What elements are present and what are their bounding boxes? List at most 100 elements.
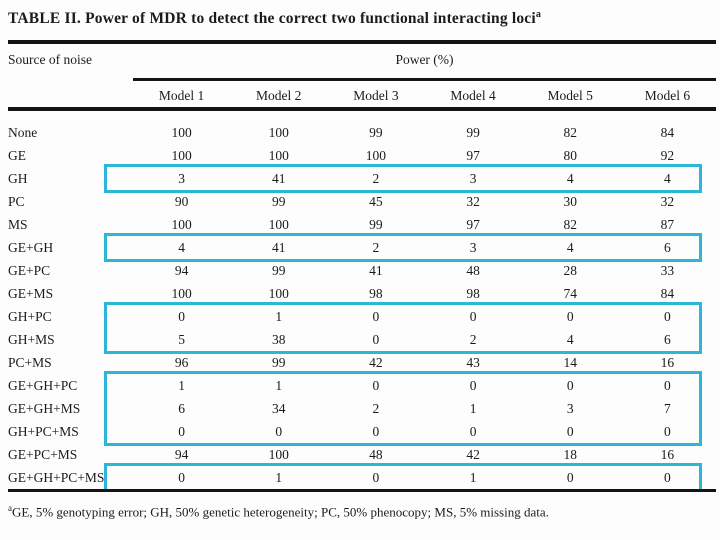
table-row-gh-pc: GH+PC 0 1 0 0 0 0 (8, 305, 716, 328)
cell-value: 0 (178, 424, 185, 439)
cell-value: 97 (466, 148, 480, 163)
cell-value: 82 (563, 217, 577, 232)
cell-value: 99 (369, 125, 383, 140)
cell-value: 0 (566, 424, 574, 439)
cell-value: 84 (660, 125, 675, 140)
table-row-ge-pc-ms: GE+PC+MS 94 100 48 42 18 16 (8, 443, 716, 466)
header-body-rule (8, 107, 716, 111)
cell-value: 42 (369, 355, 383, 370)
cell-value: 100 (268, 148, 289, 163)
cell-value: 100 (365, 148, 387, 163)
cell-value: 2 (372, 240, 380, 255)
cell-value: 16 (660, 447, 675, 462)
row-label: GH (8, 171, 28, 186)
row-label: MS (8, 217, 28, 232)
cell-value: 42 (466, 447, 480, 462)
table-row-pc-ms: PC+MS 96 99 42 43 14 16 (8, 351, 716, 374)
cell-value: 28 (563, 263, 577, 278)
cell-value: 100 (171, 148, 192, 163)
cell-value: 0 (372, 332, 380, 347)
cell-value: 0 (372, 424, 380, 439)
cell-value: 92 (660, 148, 675, 163)
table-title-text: TABLE II. Power of MDR to detect the cor… (8, 10, 536, 28)
table-row-ge-gh: GE+GH 4 41 2 3 4 6 (8, 236, 716, 259)
cell-value: 38 (271, 332, 286, 347)
bottom-rule (8, 489, 716, 492)
table-row-ge-gh-ms: GE+GH+MS 6 34 2 1 3 7 (8, 397, 716, 420)
table-body: None 100 100 99 99 82 84 GE 100 100 100 … (8, 121, 716, 489)
cell-value: 74 (563, 286, 577, 301)
cell-value: 98 (466, 286, 480, 301)
cell-value: 32 (466, 194, 480, 209)
cell-value: 5 (178, 332, 185, 347)
row-label: GE (8, 148, 26, 163)
table-title-superscript: a (535, 9, 542, 20)
cell-value: 97 (466, 217, 480, 232)
cell-value: 80 (563, 148, 577, 163)
cell-value: 100 (268, 286, 289, 301)
table-row-ge-gh-pc-ms: GE+GH+PC+MS 0 1 0 1 0 0 (8, 466, 716, 489)
footnote-text: GE, 5% genotyping error; GH, 50% genetic… (12, 504, 549, 520)
cell-value: 100 (268, 447, 289, 462)
cell-value: 4 (566, 171, 574, 186)
row-label: GH+PC (8, 309, 52, 324)
cell-value: 0 (469, 424, 477, 439)
cell-value: 18 (563, 447, 577, 462)
column-header-model-6: Model 6 (644, 88, 691, 103)
column-header-model-3: Model 3 (353, 88, 399, 103)
cell-value: 1 (275, 378, 283, 393)
cell-value: 33 (660, 263, 675, 278)
cell-value: 6 (178, 401, 185, 416)
column-header-model-1: Model 1 (158, 88, 205, 103)
row-label: PC (8, 194, 25, 209)
cell-value: 0 (178, 470, 185, 485)
row-label: PC+MS (8, 355, 52, 370)
table-row-ge-pc: GE+PC 94 99 41 48 28 33 (8, 259, 716, 282)
cell-value: 94 (174, 447, 189, 462)
cell-value: 1 (178, 378, 185, 393)
row-label: GE+PC+MS (8, 447, 78, 462)
cell-value: 3 (566, 401, 574, 416)
table-row-gh: GH 3 41 2 3 4 4 (8, 167, 716, 190)
cell-value: 4 (178, 240, 185, 255)
cell-value: 41 (369, 263, 383, 278)
cell-value: 0 (566, 470, 574, 485)
cell-value: 4 (664, 171, 671, 186)
cell-value: 0 (664, 424, 671, 439)
cell-value: 0 (566, 309, 574, 324)
cell-value: 0 (275, 424, 283, 439)
row-label: GE+GH+PC+MS (8, 470, 105, 485)
column-header-model-2: Model 2 (256, 88, 302, 103)
cell-value: 2 (372, 171, 380, 186)
cell-value: 99 (271, 355, 286, 370)
cell-value: 98 (369, 286, 383, 301)
cell-value: 34 (271, 401, 286, 416)
cell-value: 0 (372, 309, 380, 324)
cell-value: 96 (174, 355, 189, 370)
cell-value: 3 (178, 171, 185, 186)
row-label: GH+MS (8, 332, 55, 347)
cell-value: 43 (466, 355, 480, 370)
cell-value: 1 (469, 401, 477, 416)
cell-value: 82 (563, 125, 577, 140)
cell-value: 2 (372, 401, 380, 416)
cell-value: 100 (171, 217, 192, 232)
cell-value: 4 (566, 240, 574, 255)
cell-value: 1 (275, 470, 283, 485)
col-group-header-power: Power (%) (395, 52, 454, 67)
cell-value: 99 (369, 217, 383, 232)
row-label: GH+PC+MS (8, 424, 79, 439)
cell-value: 3 (469, 171, 477, 186)
cell-value: 1 (275, 309, 283, 324)
cell-value: 0 (372, 378, 380, 393)
row-label: GE+GH (8, 240, 54, 255)
cell-value: 7 (664, 401, 671, 416)
cell-value: 99 (271, 194, 286, 209)
column-header-model-4: Model 4 (450, 88, 496, 103)
row-label: GE+GH+MS (8, 401, 81, 416)
cell-value: 1 (469, 470, 477, 485)
cell-value: 100 (171, 125, 192, 140)
cell-value: 30 (563, 194, 577, 209)
cell-value: 6 (664, 332, 671, 347)
row-label: GE+PC (8, 263, 51, 278)
